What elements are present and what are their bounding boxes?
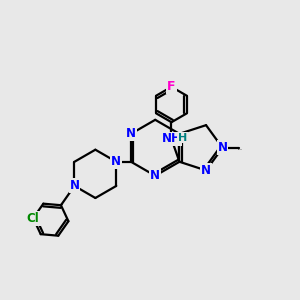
Text: H: H [178,133,187,143]
Text: N: N [218,141,227,154]
Text: F: F [167,80,176,93]
Text: N: N [70,179,80,192]
Text: NH: NH [161,133,182,146]
Text: N: N [150,169,160,182]
Text: Cl: Cl [27,212,40,225]
Text: methyl: methyl [238,149,243,150]
Text: N: N [111,155,121,168]
Text: N: N [201,164,211,177]
Text: N: N [126,127,136,140]
